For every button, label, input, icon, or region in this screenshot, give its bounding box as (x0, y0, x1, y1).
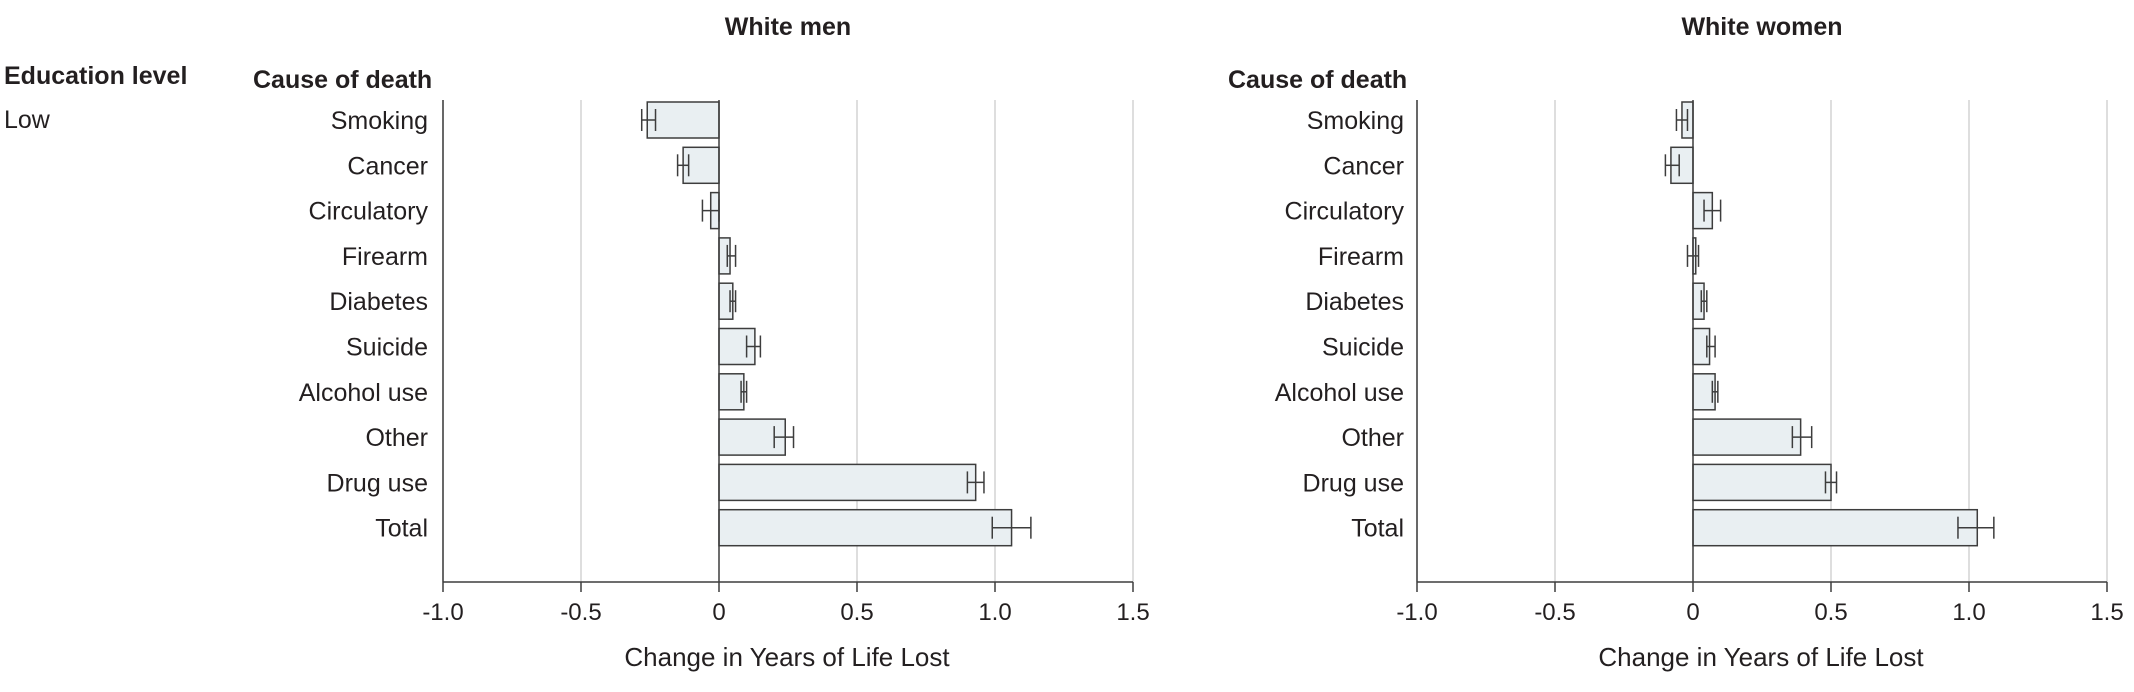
category-label: Drug use (327, 469, 428, 497)
panel-title: White women (1681, 13, 1842, 41)
x-tick-label: 1.5 (1116, 599, 1149, 626)
category-label: Other (365, 424, 428, 452)
x-tick-label: 0.5 (840, 599, 873, 626)
category-label: Smoking (1307, 107, 1404, 135)
x-tick-label: -0.5 (560, 599, 601, 626)
bar-drug-use (718, 463, 977, 502)
category-label: Firearm (1318, 243, 1404, 271)
category-label: Suicide (346, 334, 428, 362)
category-label: Cancer (347, 152, 428, 180)
bar-other (1692, 418, 1802, 456)
category-label: Smoking (331, 107, 428, 135)
x-tick-label: 1.5 (2090, 599, 2123, 626)
category-label: Suicide (1322, 334, 1404, 362)
category-label: Total (375, 515, 428, 543)
cause-of-death-header: Cause of death (253, 66, 432, 94)
x-tick-label: -1.0 (422, 599, 463, 626)
category-label: Firearm (342, 243, 428, 271)
category-label: Circulatory (309, 198, 429, 226)
bar-total (1692, 508, 1979, 547)
cause-of-death-header: Cause of death (1228, 66, 1407, 94)
category-label: Diabetes (329, 288, 428, 316)
bar-total (718, 508, 1013, 547)
category-label: Circulatory (1285, 198, 1405, 226)
education-level-value: Low (4, 106, 50, 134)
x-tick-label: 0 (1686, 599, 1699, 626)
category-label: Alcohol use (1275, 379, 1404, 407)
category-label: Total (1351, 515, 1404, 543)
x-tick-label: 1.0 (1952, 599, 1985, 626)
x-tick-label: -0.5 (1534, 599, 1575, 626)
x-axis-label: Change in Years of Life Lost (1598, 642, 1924, 672)
category-label: Diabetes (1305, 288, 1404, 316)
panel-title: White men (725, 13, 851, 41)
category-label: Drug use (1303, 469, 1404, 497)
category-label: Cancer (1323, 152, 1404, 180)
bar-alcohol-use (718, 373, 745, 411)
x-tick-label: -1.0 (1396, 599, 1437, 626)
category-label: Alcohol use (299, 379, 428, 407)
category-label: Other (1341, 424, 1404, 452)
x-axis-label: Change in Years of Life Lost (624, 642, 950, 672)
bar-drug-use (1692, 463, 1832, 502)
bar-smoking (646, 101, 720, 139)
x-tick-label: 0 (712, 599, 725, 626)
x-tick-label: 0.5 (1814, 599, 1847, 626)
panel-white-men: White men Cause of death Smoking Cancer Circ… (253, 13, 1150, 672)
x-tick-label: 1.0 (978, 599, 1011, 626)
education-level-header: Education level (4, 62, 188, 90)
panel-white-women: White women Cause of death Smoking Cancer Ci… (1228, 13, 2124, 672)
